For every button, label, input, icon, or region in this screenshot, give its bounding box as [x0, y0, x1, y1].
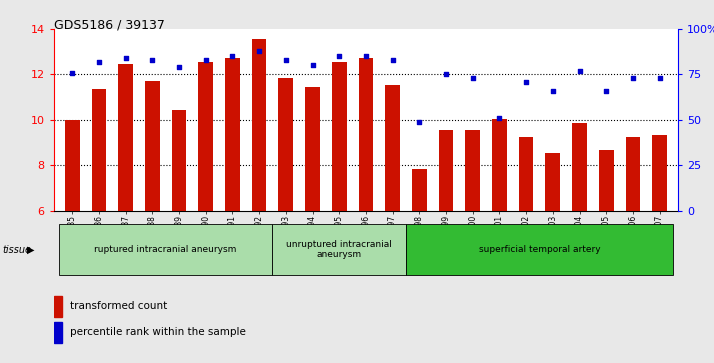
- Bar: [305, 87, 320, 211]
- FancyBboxPatch shape: [59, 224, 273, 275]
- Point: [200, 57, 211, 63]
- Point: [467, 75, 478, 81]
- Text: transformed count: transformed count: [69, 301, 167, 311]
- Point: [387, 57, 398, 63]
- Point: [174, 64, 185, 70]
- Bar: [198, 62, 213, 211]
- Bar: [65, 121, 79, 211]
- Point: [574, 68, 585, 74]
- Text: percentile rank within the sample: percentile rank within the sample: [69, 327, 246, 337]
- Text: ▶: ▶: [27, 245, 35, 254]
- Point: [493, 115, 505, 121]
- Point: [146, 57, 158, 63]
- Bar: [492, 119, 507, 211]
- Bar: [653, 135, 667, 211]
- Text: superficial temporal artery: superficial temporal artery: [478, 245, 600, 254]
- Bar: [412, 169, 427, 211]
- Bar: [438, 130, 453, 211]
- Point: [253, 48, 265, 54]
- Point: [307, 62, 318, 68]
- Text: ruptured intracranial aneurysm: ruptured intracranial aneurysm: [94, 245, 237, 254]
- Point: [441, 72, 452, 77]
- FancyBboxPatch shape: [406, 224, 673, 275]
- Point: [94, 59, 105, 65]
- Bar: [91, 89, 106, 211]
- Text: GDS5186 / 39137: GDS5186 / 39137: [54, 18, 164, 31]
- Point: [66, 70, 78, 76]
- Text: unruptured intracranial
aneurysm: unruptured intracranial aneurysm: [286, 240, 392, 259]
- Bar: [466, 130, 480, 211]
- Bar: [54, 296, 63, 317]
- Bar: [332, 62, 346, 211]
- FancyBboxPatch shape: [273, 224, 406, 275]
- Point: [627, 75, 638, 81]
- Point: [280, 57, 291, 63]
- Bar: [119, 64, 133, 211]
- Point: [333, 53, 345, 59]
- Bar: [252, 39, 266, 211]
- Bar: [572, 123, 587, 211]
- Bar: [54, 322, 63, 343]
- Point: [120, 55, 131, 61]
- Bar: [145, 81, 160, 211]
- Point: [227, 53, 238, 59]
- Point: [361, 53, 372, 59]
- Bar: [386, 85, 400, 211]
- Point: [521, 79, 532, 85]
- Point: [600, 88, 612, 94]
- Bar: [625, 137, 640, 211]
- Point: [654, 75, 665, 81]
- Bar: [171, 110, 186, 211]
- Point: [547, 88, 558, 94]
- Bar: [358, 58, 373, 211]
- Bar: [599, 150, 613, 211]
- Bar: [519, 137, 533, 211]
- Bar: [225, 58, 240, 211]
- Bar: [545, 153, 560, 211]
- Bar: [278, 78, 293, 211]
- Point: [413, 119, 425, 125]
- Text: tissue: tissue: [2, 245, 31, 254]
